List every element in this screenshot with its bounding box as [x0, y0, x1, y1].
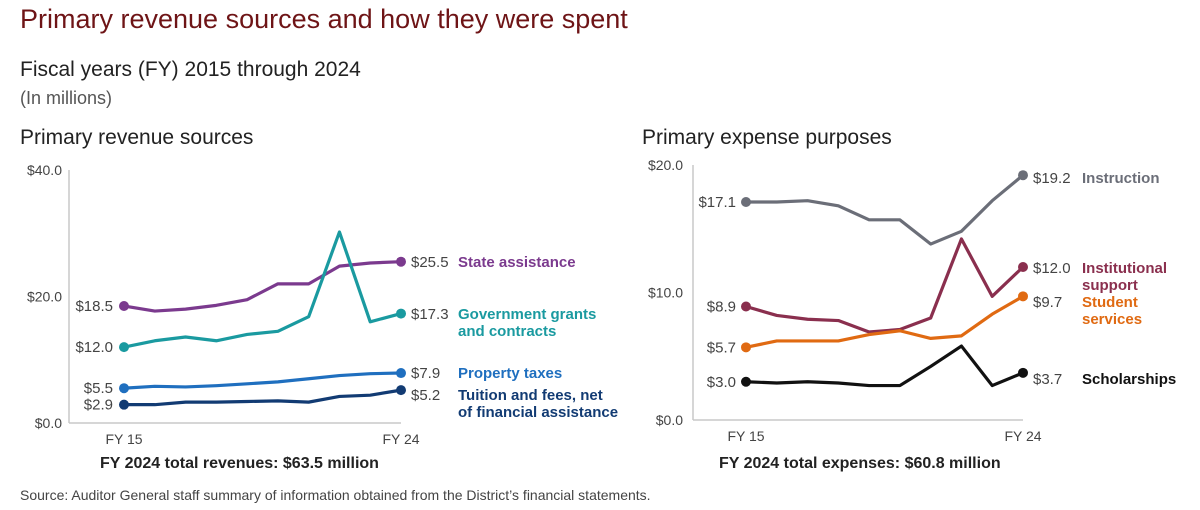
series-line-scholarships [745, 344, 1024, 388]
series-name-label-scholarships: Scholarships [1082, 371, 1176, 388]
end-point-student-services [1018, 291, 1028, 302]
end-point-state-assistance [396, 256, 406, 267]
end-value-label-state-assistance: $25.5 [411, 254, 449, 271]
start-value-label-scholarships: $3.0 [707, 374, 736, 391]
series-name-label-student-services: services [1082, 311, 1142, 328]
revenue-total: FY 2024 total revenues: $63.5 million [100, 455, 379, 472]
expense-y-tick-label: $0.0 [656, 412, 683, 428]
start-value-label-instruction: $17.1 [698, 194, 736, 211]
end-point-institutional-support [1018, 262, 1028, 272]
expense-chart-title: Primary expense purposes [642, 126, 892, 149]
series-line-tuition-and-fees-net-of-financial-assistance [124, 388, 402, 407]
end-point-instruction [1018, 170, 1028, 181]
expense-y-tick-label: $10.0 [648, 285, 683, 301]
expense-x-tick-label: FY 24 [1004, 428, 1041, 444]
start-value-label-student-services: $5.7 [707, 339, 736, 356]
end-value-label-student-services: $9.7 [1033, 294, 1062, 311]
end-value-label-property-taxes: $7.9 [411, 365, 440, 382]
start-point-scholarships [741, 376, 751, 387]
main-title: Primary revenue sources and how they wer… [20, 4, 628, 34]
end-value-label-tuition-and-fees-net-of-financial-assistance: $5.2 [411, 387, 440, 404]
start-point-state-assistance [119, 300, 129, 311]
series-name-label-institutional-support: support [1082, 277, 1138, 294]
end-value-label-scholarships: $3.7 [1033, 371, 1062, 388]
series-line-property-taxes [123, 371, 402, 390]
end-value-label-instruction: $19.2 [1033, 170, 1071, 187]
source-note: Source: Auditor General staff summary of… [20, 487, 651, 503]
end-point-tuition-and-fees-net-of-financial-assistance [396, 385, 406, 396]
end-value-label-institutional-support: $12.0 [1033, 260, 1071, 277]
series-line-instruction [746, 173, 1025, 246]
start-point-tuition-and-fees-net-of-financial-assistance [119, 399, 129, 410]
start-point-property-taxes [119, 383, 129, 394]
start-point-student-services [741, 342, 751, 353]
series-name-label-government-grants-and-contracts: Government grants [458, 306, 596, 323]
series-line-government-grants-and-contracts [123, 230, 402, 349]
series-name-label-property-taxes: Property taxes [458, 365, 562, 382]
end-value-label-government-grants-and-contracts: $17.3 [411, 306, 449, 323]
series-name-label-tuition-and-fees-net-of-financial-assistance: Tuition and fees, net [458, 387, 603, 404]
expense-x-tick-label: FY 15 [727, 428, 764, 444]
expense-total: FY 2024 total expenses: $60.8 million [719, 455, 1001, 472]
revenue-x-tick-label: FY 24 [382, 431, 419, 447]
revenue-chart-title: Primary revenue sources [20, 126, 254, 149]
series-line-institutional-support [745, 237, 1025, 334]
units-note: (In millions) [20, 88, 113, 108]
start-value-label-government-grants-and-contracts: $12.0 [75, 339, 113, 356]
end-point-property-taxes [396, 368, 406, 379]
start-value-label-institutional-support: $8.9 [707, 299, 736, 316]
series-line-student-services [745, 294, 1024, 349]
revenue-y-tick-label: $0.0 [35, 415, 62, 431]
series-name-label-institutional-support: Institutional [1082, 260, 1167, 277]
expense-y-tick-label: $20.0 [648, 157, 683, 173]
revenue-y-tick-label: $20.0 [27, 289, 62, 305]
end-point-government-grants-and-contracts [396, 308, 406, 319]
series-name-label-government-grants-and-contracts: and contracts [458, 323, 556, 340]
end-point-scholarships [1018, 367, 1028, 378]
start-value-label-tuition-and-fees-net-of-financial-assistance: $2.9 [84, 397, 113, 414]
series-name-label-student-services: Student [1082, 294, 1138, 311]
series-line-state-assistance [123, 260, 402, 313]
revenue-x-tick-label: FY 15 [105, 431, 142, 447]
series-name-label-tuition-and-fees-net-of-financial-assistance: of financial assistance [458, 404, 618, 421]
revenue-y-tick-label: $40.0 [27, 162, 62, 178]
series-name-label-state-assistance: State assistance [458, 254, 576, 271]
start-value-label-property-taxes: $5.5 [84, 380, 113, 397]
start-point-instruction [741, 196, 751, 207]
series-name-label-instruction: Instruction [1082, 170, 1160, 187]
start-point-government-grants-and-contracts [119, 342, 129, 353]
start-value-label-state-assistance: $18.5 [75, 298, 113, 315]
subtitle: Fiscal years (FY) 2015 through 2024 [20, 58, 361, 81]
start-point-institutional-support [741, 301, 751, 312]
